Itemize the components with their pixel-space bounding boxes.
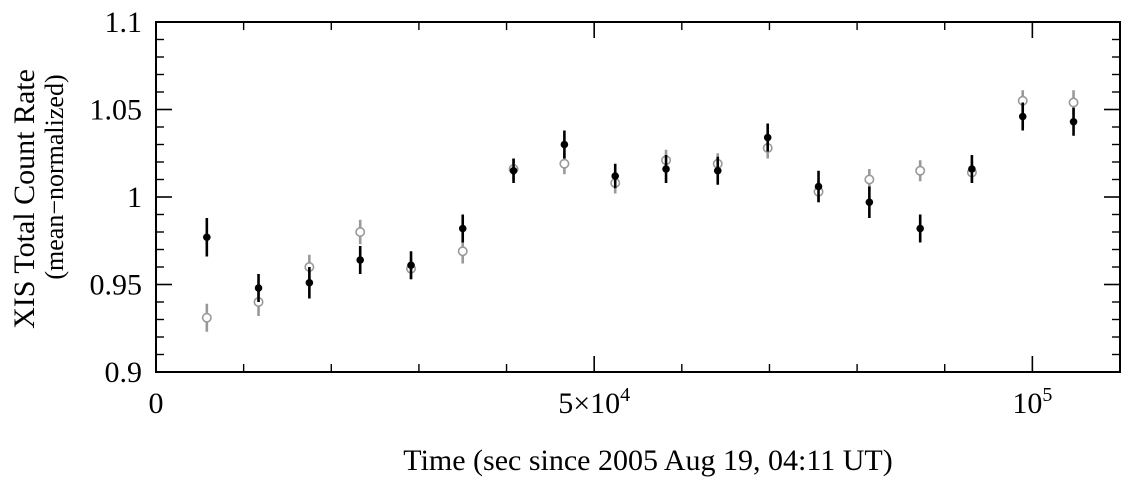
marker-open-circle [915,165,926,176]
y-tick-label: 1.05 [90,94,143,127]
marker-filled-circle [713,166,722,175]
open-data-point [915,160,926,182]
marker-filled-circle [560,140,569,149]
marker-filled-circle [1018,112,1027,121]
filled-data-point [254,274,263,302]
marker-filled-circle [662,165,670,173]
marker-filled-circle [916,224,924,233]
data-points [201,90,1079,332]
open-data-point [457,239,468,264]
marker-filled-circle [305,278,314,287]
marker-filled-circle [203,233,211,242]
marker-filled-circle [611,172,620,180]
tick-labels: 0 5×104 105 0.9 0.95 1 1.05 1.1 [90,6,1053,420]
marker-open-circle [1068,97,1079,108]
y-tick-label: 0.9 [105,356,143,389]
x-tick-label: 105 [1012,384,1052,420]
y-tick-label: 0.95 [90,269,143,302]
marker-open-circle [559,158,570,169]
marker-open-circle [864,174,875,185]
filled-data-point [458,214,467,243]
x-tick-label: 0 [149,387,164,420]
filled-data-point [1069,107,1078,136]
marker-filled-circle [968,165,976,173]
marker-filled-circle [763,133,772,142]
filled-data-point [713,156,722,185]
axis-ticks [155,21,1121,373]
marker-open-circle [201,312,212,323]
filled-data-point [560,130,569,159]
filled-data-point [968,155,976,183]
plot-frame [155,21,1121,373]
open-data-point [201,303,212,332]
y-tick-label: 1.1 [105,6,143,39]
x-axis-title: Time (sec since 2005 Aug 19, 04:11 UT) [403,444,892,477]
marker-filled-circle [509,166,518,175]
filled-data-point [814,170,823,203]
marker-open-circle [457,246,468,257]
y-axis-title: XIS Total Count Rate [8,69,41,329]
filled-data-point [865,186,874,218]
filled-data-point [916,214,924,243]
open-data-point [355,219,366,245]
marker-filled-circle [458,224,467,233]
filled-data-point [611,163,620,189]
y-tick-label: 1 [127,181,142,214]
marker-open-circle [355,227,366,238]
filled-data-point [203,218,211,257]
marker-filled-circle [1069,117,1078,126]
marker-filled-circle [356,256,364,264]
marker-filled-circle [865,198,874,207]
x-tick-label: 5×104 [558,384,630,420]
filled-data-point [356,246,364,274]
filled-data-point [763,123,772,152]
marker-filled-circle [254,284,263,292]
filled-data-point [662,155,670,183]
open-data-point [1068,90,1079,115]
filled-data-point [407,251,415,280]
filled-data-point [509,158,518,183]
y-axis-subtitle: (mean−normalized) [40,74,69,279]
marker-filled-circle [814,182,823,191]
marker-filled-circle [407,261,415,270]
filled-data-point [1018,102,1027,131]
filled-data-point [305,267,314,299]
